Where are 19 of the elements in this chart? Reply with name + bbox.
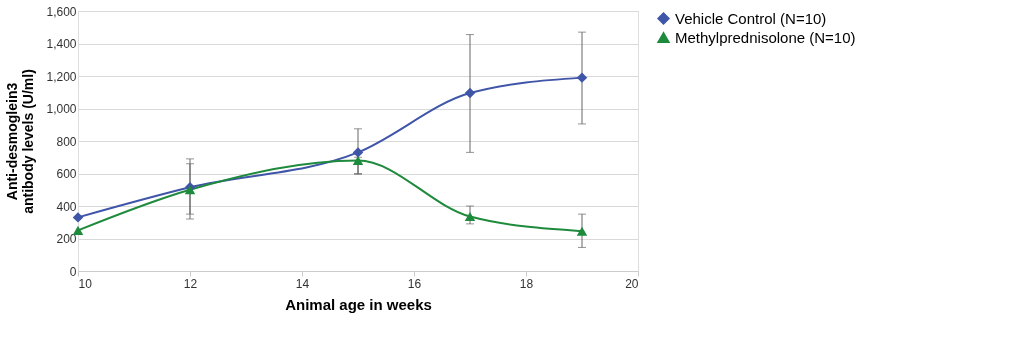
y-tick-label: 1,600 xyxy=(46,4,77,19)
y-tick-label: 600 xyxy=(56,167,77,181)
y-tick-label: 400 xyxy=(56,199,77,214)
x-axis-title: Animal age in weeks xyxy=(285,295,432,313)
legend-label: Methylprednisolone (N=10) xyxy=(675,28,856,46)
x-tick-label: 12 xyxy=(183,276,198,291)
y-tick-label: 1,000 xyxy=(46,102,77,116)
x-tick-label: 18 xyxy=(519,276,534,291)
x-tick-label: 20 xyxy=(625,276,639,291)
y-tick-label: 1,200 xyxy=(46,69,77,84)
legend-label: Vehicle Control (N=10) xyxy=(675,9,827,27)
y-tick-label: 0 xyxy=(69,264,77,279)
y-tick-label: 1,400 xyxy=(46,37,77,51)
x-tick-label: 10 xyxy=(78,276,93,291)
y-axis-title: Anti-desmoglein3 antibody levels (U/ml) xyxy=(4,69,37,214)
x-tick-label: 14 xyxy=(295,276,310,291)
y-tick-label: 800 xyxy=(56,134,77,149)
y-tick-label: 200 xyxy=(56,232,77,246)
x-tick-label: 16 xyxy=(407,276,422,291)
